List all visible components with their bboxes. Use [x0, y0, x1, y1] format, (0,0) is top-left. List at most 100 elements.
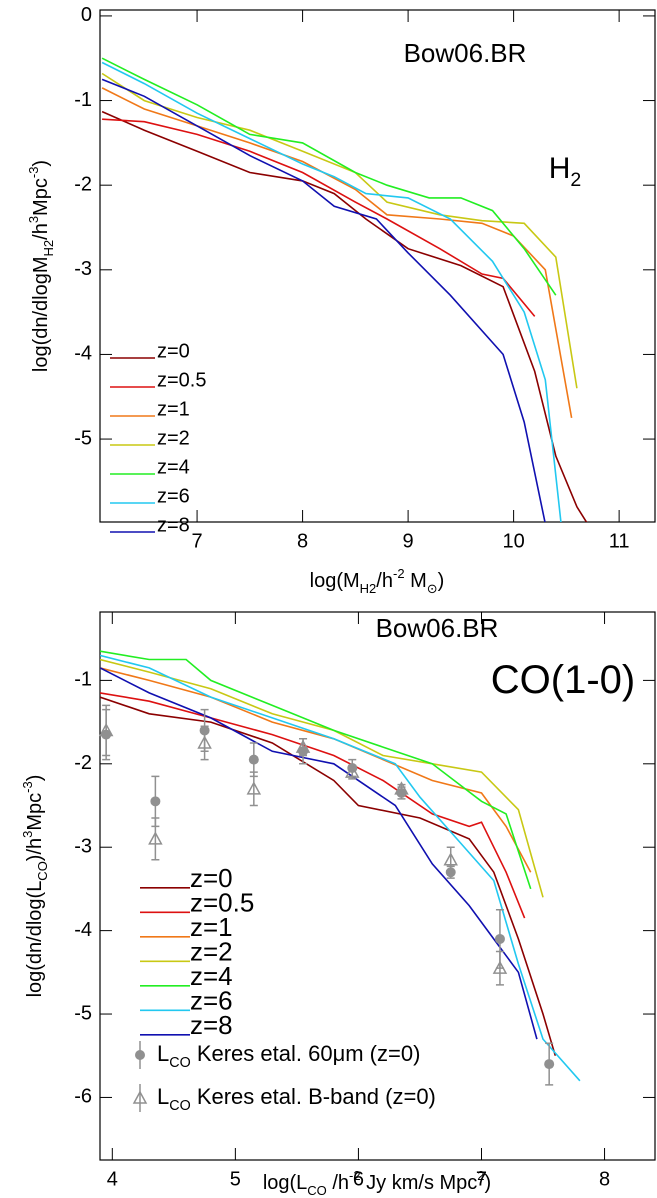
text-part: L: [157, 1041, 169, 1066]
series-line: [100, 696, 557, 1056]
obs-marker: [150, 796, 161, 807]
plot-frame: [99, 9, 656, 523]
text-part: CO: [169, 1098, 190, 1114]
text-part: -2: [393, 566, 405, 581]
text-part: Jy km/s Mpc: [361, 1172, 478, 1194]
x-tick-label: 10: [502, 530, 524, 552]
series-line: [101, 78, 546, 522]
legend-marker: [132, 1090, 148, 1104]
text-part: CO: [35, 861, 50, 881]
text-part: ): [24, 775, 46, 782]
error-bar: [151, 817, 160, 861]
text-part: 2: [570, 169, 581, 191]
text-part: 3: [20, 831, 35, 838]
text-part: CO: [307, 1183, 327, 1198]
y-tick-label: -5: [74, 427, 92, 449]
x-tick-label: 7: [476, 1168, 487, 1190]
y-tick-label: -3: [74, 258, 92, 280]
text-part: H2: [41, 240, 56, 257]
legend-label: z=6: [157, 485, 190, 507]
obs-marker: [295, 739, 311, 753]
obs-marker: [544, 1059, 555, 1070]
legend-marker: [135, 1050, 145, 1060]
text-part: -2: [349, 1168, 361, 1183]
y-tick-label: -2: [74, 752, 92, 774]
text-part: /h: [327, 1172, 349, 1194]
series-line: [100, 667, 538, 1040]
obs-marker: [197, 735, 212, 749]
text-part: log(dn/dlogM: [30, 256, 52, 372]
x-tick-label: 5: [230, 1168, 241, 1190]
text-part: log(L: [263, 1172, 307, 1194]
plot-frame: [99, 611, 656, 1161]
text-part: ⊙: [427, 581, 438, 596]
series-line: [102, 118, 536, 317]
obs-marker: [246, 781, 262, 795]
series-line: [100, 692, 526, 919]
text-part: L: [157, 1084, 169, 1109]
chart-title: Bow06.BR: [376, 613, 499, 643]
text-part: log(M: [310, 570, 360, 592]
series-line: [101, 72, 578, 389]
error-bar: [397, 783, 406, 794]
text-part: /h: [30, 223, 52, 240]
x-axis-label: log(LCO /h-2 Jy km/s Mpc2): [263, 1168, 491, 1198]
legend-label: LCO Keres etal. 60μm (z=0): [157, 1041, 420, 1071]
text-part: CO(1-0): [491, 658, 635, 702]
legend-label: z=0: [190, 863, 233, 893]
text-part: H: [549, 152, 571, 185]
panel-label: H2: [549, 152, 582, 191]
obs-marker: [148, 831, 163, 845]
panel-label: CO(1-0): [491, 658, 635, 702]
text-part: log(dn/dlog(L: [24, 881, 46, 998]
obs-marker: [345, 764, 360, 778]
legend-label: z=1: [157, 398, 190, 420]
legend-label: z=0: [157, 340, 190, 362]
y-tick-label: -2: [74, 173, 92, 195]
text-part: M: [405, 570, 427, 592]
x-tick-label: 4: [107, 1168, 118, 1190]
error-bar: [200, 725, 209, 761]
y-tick-label: -3: [74, 835, 92, 857]
series-line: [100, 658, 544, 898]
legend-label: z=2: [157, 427, 190, 449]
text-part: Mpc: [24, 793, 46, 831]
text-part: H2: [360, 581, 377, 596]
legend-label: z=8: [157, 514, 190, 536]
error-bar: [249, 771, 258, 807]
x-tick-label: 8: [599, 1168, 610, 1190]
text-part: /h: [376, 570, 393, 592]
obs-marker: [394, 781, 409, 795]
text-part: 3: [26, 216, 41, 223]
chart-title: Bow06.BR: [404, 38, 527, 68]
obs-marker: [98, 722, 114, 737]
error-bar: [495, 950, 504, 986]
text-part: Keres etal. 60μm (z=0): [191, 1041, 421, 1066]
text-part: Mpc: [30, 178, 52, 216]
obs-marker: [494, 933, 505, 944]
x-tick-label: 6: [353, 1168, 364, 1190]
text-part: ): [438, 570, 445, 592]
legend-label: z=6: [190, 985, 233, 1015]
y-tick-label: -4: [74, 343, 92, 365]
y-axis-label: log(dn/dlog(LCO)/h3Mpc-3): [20, 775, 50, 998]
obs-marker: [443, 852, 458, 866]
text-part: CO: [169, 1055, 190, 1071]
legend-label: z=1: [190, 912, 233, 942]
series-line: [100, 654, 581, 1082]
text-part: -3: [20, 781, 35, 793]
legend-label: z=0.5: [190, 887, 254, 917]
x-tick-label: 7: [192, 530, 203, 552]
x-axis-label: log(MH2/h-2 M⊙): [310, 566, 445, 596]
error-bar: [446, 846, 455, 873]
obs-marker: [248, 754, 259, 765]
text-part: ): [30, 160, 52, 167]
obs-marker: [492, 960, 508, 974]
series-line: [100, 650, 532, 890]
y-tick-label: -5: [74, 1002, 92, 1024]
legend-label: z=8: [190, 1010, 233, 1040]
legend-label: z=4: [157, 456, 190, 478]
y-axis-label: log(dn/dlogMH2/h3Mpc-3): [26, 160, 56, 372]
y-tick-label: 0: [81, 4, 92, 26]
